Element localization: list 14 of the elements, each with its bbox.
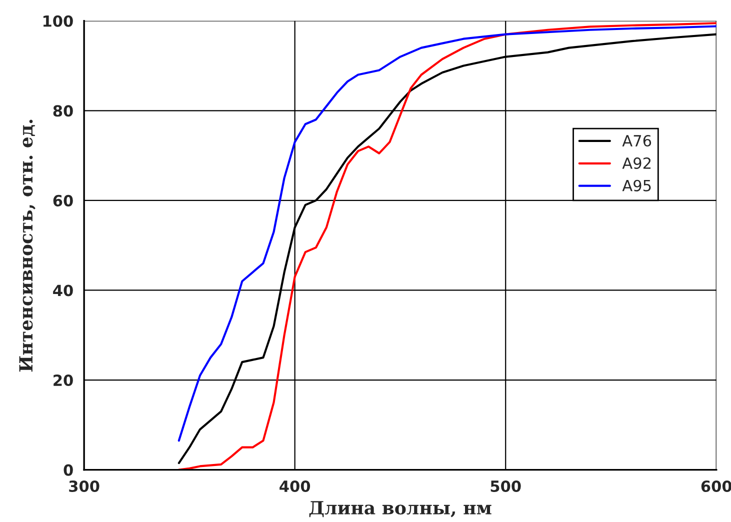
legend-label: A95: [622, 180, 651, 192]
y-axis-title: Интенсивность, отн. ед.: [19, 120, 36, 372]
x-tick-label: 300: [69, 480, 100, 492]
y-tick-label: 100: [43, 15, 73, 27]
y-tick-label: 0: [64, 464, 73, 476]
y-tick-label: 60: [53, 194, 73, 206]
legend-label: A76: [622, 134, 652, 147]
x-tick-label: 500: [490, 480, 521, 492]
x-tick-label: 400: [280, 480, 310, 492]
y-tick-label: 40: [53, 284, 73, 296]
y-tick-label: 80: [53, 105, 73, 117]
legend-label: A92: [622, 157, 651, 169]
x-axis-title: Длина волны, нм: [309, 501, 492, 518]
y-tick-label: 20: [54, 374, 73, 386]
